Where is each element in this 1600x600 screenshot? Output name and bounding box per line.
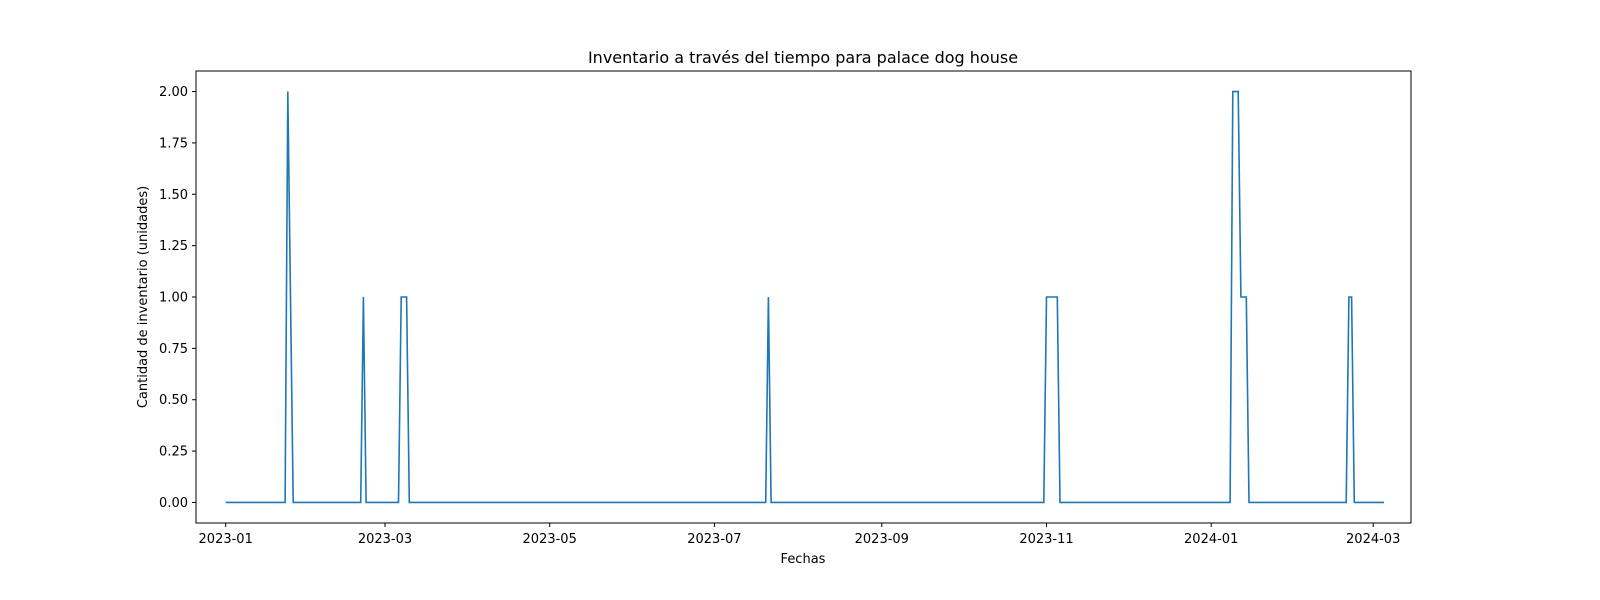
x-tick-label: 2023-07 xyxy=(687,532,741,547)
series-line xyxy=(225,90,1384,504)
chart-title: Inventario a través del tiempo para pala… xyxy=(588,48,1018,67)
x-tick-label: 2023-03 xyxy=(358,532,412,547)
y-tick-label: 0.50 xyxy=(159,393,188,408)
x-axis: 2023-01 2023-03 2023-05 2023-07 2023-09 2023-… xyxy=(199,523,1400,547)
x-tick-label: 2023-09 xyxy=(855,532,909,547)
y-tick-label: 1.25 xyxy=(159,239,188,254)
x-tick-label: 2023-11 xyxy=(1019,532,1073,547)
series-layer xyxy=(225,90,1384,504)
y-tick-label: 2.00 xyxy=(159,85,188,100)
y-tick-label: 0.00 xyxy=(159,496,188,511)
y-tick-label: 0.75 xyxy=(159,342,188,357)
y-tick-label: 1.00 xyxy=(159,291,188,306)
x-tick-label: 2023-05 xyxy=(523,532,577,547)
y-axis: 0.00 0.25 0.50 0.75 1.00 1.25 1.50 1.75 2.00 xyxy=(159,85,196,511)
x-tick-label: 2024-01 xyxy=(1184,532,1238,547)
y-tick-label: 1.75 xyxy=(159,136,188,151)
x-axis-label: Fechas xyxy=(781,552,826,567)
y-tick-label: 1.50 xyxy=(159,188,188,203)
y-axis-label: Cantidad de inventario (unidades) xyxy=(136,186,151,408)
y-tick-label: 0.25 xyxy=(159,445,188,460)
x-tick-label: 2024-03 xyxy=(1346,532,1400,547)
x-tick-label: 2023-01 xyxy=(199,532,253,547)
plot-area-frame xyxy=(195,70,1412,524)
